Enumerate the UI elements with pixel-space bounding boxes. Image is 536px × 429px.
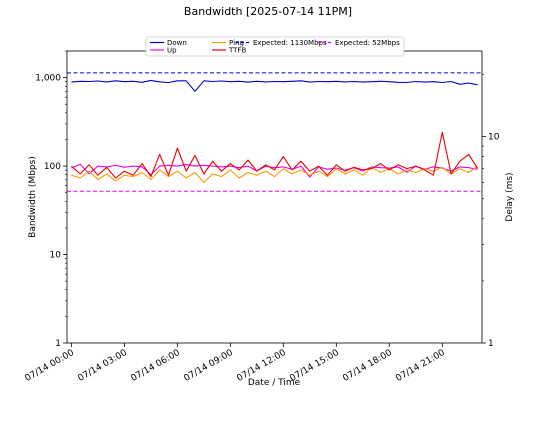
right-tick-label: 1 bbox=[488, 339, 494, 349]
y-axis-label-right: Delay (ms) bbox=[505, 172, 515, 221]
legend-label: Up bbox=[167, 47, 177, 55]
legend-label: Expected: 1130Mbps bbox=[253, 39, 327, 47]
plot-lines bbox=[67, 72, 482, 192]
right-axis-ticks: 1 10 bbox=[482, 74, 500, 349]
left-tick-label: 10 bbox=[50, 251, 62, 261]
x-axis-ticks: 07/14 00:00 07/14 03:00 07/14 06:00 07/14 0… bbox=[24, 343, 447, 384]
series-line-ping bbox=[71, 165, 478, 183]
legend-label: Expected: 52Mbps bbox=[335, 39, 400, 47]
plot-frame bbox=[66, 50, 483, 344]
x-axis-label: Date / Time bbox=[248, 378, 301, 388]
legend-label: TTFB bbox=[228, 47, 246, 55]
left-axis-ticks: 1 10 100 1,000 bbox=[35, 50, 67, 349]
x-tick-label: 07/14 21:00 bbox=[394, 348, 447, 384]
x-tick-label: 07/14 03:00 bbox=[76, 348, 129, 384]
x-tick-label: 07/14 00:00 bbox=[24, 348, 77, 384]
x-tick-label: 07/14 18:00 bbox=[341, 348, 394, 384]
series-line-ttfb bbox=[71, 131, 479, 179]
y-axis-label-left: Bandwidth (Mbps) bbox=[28, 156, 38, 238]
left-tick-label: 1 bbox=[55, 339, 61, 349]
x-tick-label: 07/14 06:00 bbox=[129, 348, 182, 384]
chart-title: Bandwidth [2025-07-14 11PM] bbox=[184, 5, 352, 18]
legend: DownUpPingTTFBExpected: 1130MbpsExpected… bbox=[145, 36, 405, 57]
legend-box bbox=[145, 36, 405, 57]
left-tick-label: 100 bbox=[44, 162, 61, 172]
right-tick-label: 10 bbox=[488, 133, 500, 143]
series-line-down bbox=[71, 79, 478, 92]
legend-label: Down bbox=[167, 39, 187, 47]
x-tick-label: 07/14 09:00 bbox=[182, 348, 235, 384]
left-tick-label: 1,000 bbox=[35, 74, 61, 84]
